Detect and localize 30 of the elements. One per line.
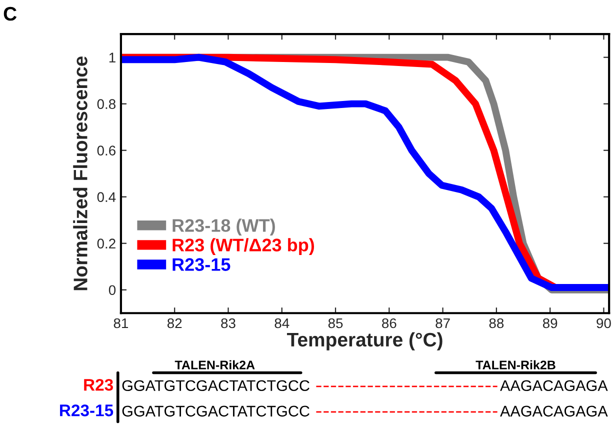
text: R23-15 xyxy=(60,404,114,416)
x-tick-label: 84 xyxy=(274,318,290,328)
x-tick-label: 81 xyxy=(114,318,128,328)
y-tick-label: 1 xyxy=(109,52,116,62)
y-tick-label: 0.2 xyxy=(97,238,116,249)
y-tick-label: 0.6 xyxy=(97,146,116,156)
text: TALEN-Rik2A xyxy=(174,360,255,370)
x-tick-label: 82 xyxy=(167,318,182,328)
x-tick-label: 85 xyxy=(328,318,343,328)
x-tick-label: 86 xyxy=(382,318,396,328)
legend-label: R23-15 xyxy=(172,258,230,271)
text: AAGACAGAGA xyxy=(500,380,608,392)
y-tick-label: 0.8 xyxy=(97,99,116,110)
x-tick-label: 87 xyxy=(436,318,450,328)
legend-label: R23-18 (WT) xyxy=(172,218,275,236)
text: C xyxy=(4,6,17,21)
text: TALEN-Rik2B xyxy=(476,360,556,370)
y-axis-title: Normalized Fluorescence xyxy=(73,56,88,290)
x-tick-label: 88 xyxy=(489,318,504,328)
text: R23 xyxy=(84,378,113,391)
legend-label: R23 (WT/Δ23 bp) xyxy=(172,238,314,255)
x-axis-title: Temperature (°C) xyxy=(286,332,442,350)
y-tick-label: 0 xyxy=(108,285,116,296)
text: GGATGTCGACTATCTGCC xyxy=(122,406,310,417)
text: GGATGTCGACTATCTGCC xyxy=(122,380,310,392)
x-tick-label: 89 xyxy=(542,318,558,328)
x-tick-label: 83 xyxy=(221,318,236,328)
x-tick-label: 90 xyxy=(596,318,611,328)
y-tick-label: 0.4 xyxy=(97,192,116,202)
text: AAGACAGAGA xyxy=(500,406,608,417)
